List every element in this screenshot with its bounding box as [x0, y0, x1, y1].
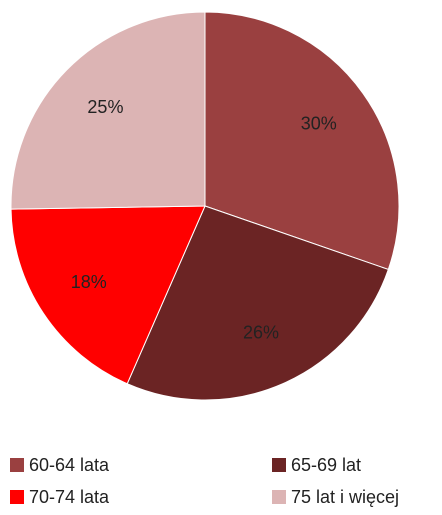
legend-swatch	[272, 490, 286, 504]
data-label: 26%	[243, 323, 279, 343]
legend-swatch	[10, 490, 24, 504]
legend-swatch	[10, 458, 24, 472]
data-label: 18%	[71, 272, 107, 292]
data-label: 30%	[301, 114, 337, 134]
data-label: 25%	[87, 97, 123, 117]
legend-swatch	[272, 458, 286, 472]
legend-label: 65-69 lat	[291, 455, 361, 475]
legend-label: 75 lat i więcej	[291, 487, 399, 507]
pie-slice	[204, 11, 400, 271]
legend-label: 70-74 lata	[29, 487, 110, 507]
legend-label: 60-64 lata	[29, 455, 110, 475]
pie-slice	[10, 11, 206, 210]
pie-slice	[10, 205, 206, 385]
pie-slice	[126, 205, 389, 401]
